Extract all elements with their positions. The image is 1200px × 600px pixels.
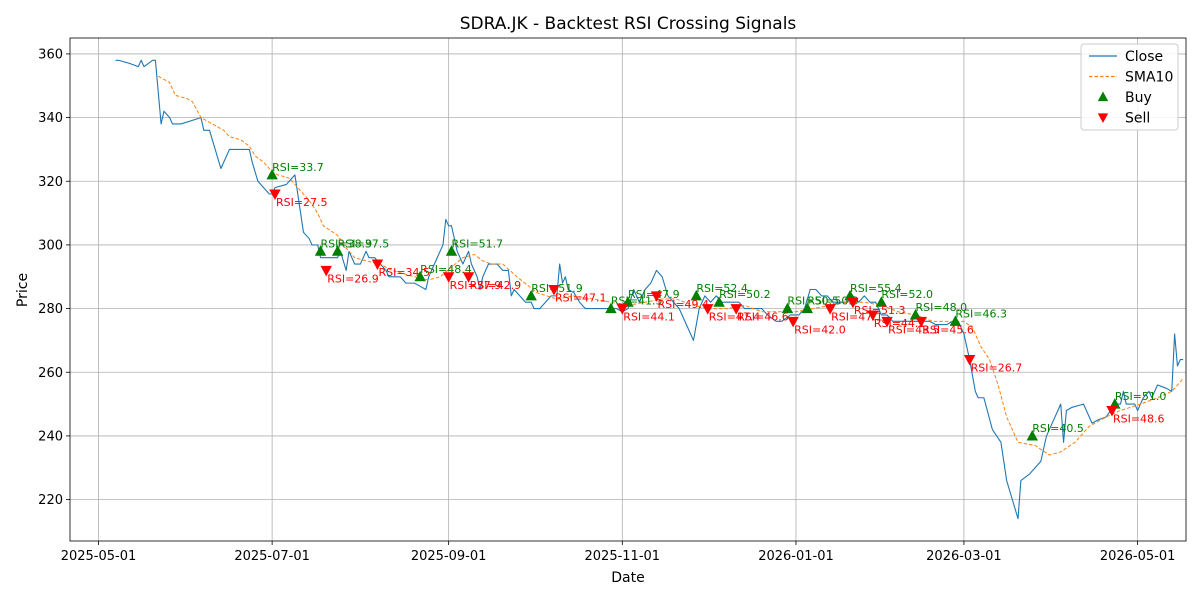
sell-marker — [650, 291, 663, 302]
sell-annotation: RSI=47.4 — [709, 311, 761, 324]
legend-swatch-sell — [1097, 113, 1109, 123]
sell-marker — [320, 265, 332, 277]
buy-marker — [525, 289, 537, 301]
sell-annotation: RSI=51.3 — [854, 304, 906, 317]
sell-annotation: RSI=26.9 — [327, 272, 379, 285]
sell-annotation: RSI=34.5 — [378, 266, 430, 279]
buy-annotation: RSI=33.7 — [272, 161, 324, 174]
buy-marker — [781, 302, 794, 314]
x-tick-label: 2026-01-01 — [758, 549, 834, 564]
sell-annotation: RSI=26.7 — [971, 362, 1023, 375]
sell-marker — [847, 297, 859, 309]
sell-marker — [616, 304, 629, 315]
sell-annotation: RSI=37.9 — [450, 279, 502, 292]
buy-marker — [949, 315, 962, 326]
x-tick-label: 2026-05-01 — [1100, 549, 1176, 564]
sell-marker — [963, 355, 976, 366]
buy-marker — [801, 302, 814, 314]
buy-annotation: RSI=51.7 — [451, 237, 503, 250]
buy-annotation: RSI=52.0 — [881, 288, 933, 301]
sell-marker — [548, 285, 560, 296]
sell-annotation: RSI=27.5 — [276, 196, 328, 209]
y-tick-label: 340 — [38, 111, 63, 126]
buy-marker — [713, 296, 725, 307]
y-tick-label: 260 — [38, 366, 63, 381]
legend: Close SMA10 Buy Sell — [1080, 43, 1179, 131]
y-tick-label: 360 — [38, 47, 63, 62]
buy-annotation: RSI=40.5 — [1032, 422, 1084, 435]
plot-frame — [69, 37, 1187, 542]
sell-marker — [824, 304, 836, 315]
sell-annotation: RSI=44.1 — [623, 311, 675, 324]
sell-marker — [1106, 405, 1118, 417]
buy-annotation: RSI=46.3 — [955, 307, 1007, 320]
sell-annotation: RSI=48.6 — [1113, 412, 1165, 425]
buy-marker — [605, 302, 617, 314]
legend-swatch-buy — [1097, 91, 1109, 102]
buy-marker — [1026, 429, 1038, 441]
sell-annotation: RSI=49.4 — [657, 298, 709, 311]
buy-marker — [875, 296, 888, 307]
sell-annotation: RSI=42.0 — [794, 323, 846, 336]
sell-annotation: RSI=47.1 — [555, 292, 607, 305]
sell-annotation: RSI=45.6 — [922, 323, 974, 336]
legend-label: SMA10 — [1125, 70, 1173, 86]
buy-annotation: RSI=52.4 — [696, 282, 748, 295]
sell-marker — [702, 304, 714, 315]
y-tick-label: 300 — [38, 238, 63, 253]
sell-marker — [787, 316, 799, 328]
sell-marker — [269, 189, 281, 200]
axes-layer: 2025-05-01 2025-07-01 2025-09-01 2025-11-01… — [38, 37, 1187, 564]
buy-annotation: RSI=48.0 — [916, 301, 968, 314]
sell-annotation: RSI=42.9 — [470, 279, 522, 292]
sell-marker — [462, 272, 475, 283]
x-tick-label: 2025-07-01 — [234, 549, 310, 564]
buy-annotation: RSI=55.4 — [850, 282, 902, 295]
buy-marker — [414, 270, 426, 282]
buy-marker — [445, 245, 458, 256]
buy-annotation: RSI=48.4 — [420, 263, 472, 276]
buy-marker — [690, 289, 703, 301]
sell-annotation: RSI=46.6 — [737, 311, 789, 324]
sell-marker — [371, 259, 384, 271]
buy-annotation: RSI=38.9 — [321, 237, 373, 250]
sell-marker — [730, 304, 742, 315]
legend-label: Buy — [1125, 90, 1152, 106]
x-tick-label: 2025-09-01 — [411, 549, 487, 564]
buy-marker — [331, 245, 344, 256]
buy-annotation: RSI=50.2 — [719, 288, 771, 301]
y-tick-label: 320 — [38, 175, 63, 190]
buy-annotation: RSI=37.5 — [338, 237, 390, 250]
buy-marker — [266, 168, 278, 180]
close-line — [115, 59, 1184, 520]
sell-marker — [867, 310, 879, 321]
x-tick-label: 2026-03-01 — [926, 549, 1002, 564]
y-tick-label: 240 — [38, 429, 63, 444]
y-tick-label: 220 — [38, 493, 63, 508]
legend-box — [1080, 43, 1179, 131]
sell-marker — [915, 316, 927, 328]
legend-label: Close — [1125, 49, 1163, 65]
x-tick-label: 2025-11-01 — [585, 549, 661, 564]
legend-label: Sell — [1125, 111, 1150, 127]
sell-marker — [442, 272, 455, 283]
chart-title: SDRA.JK - Backtest RSI Crossing Signals — [460, 14, 797, 34]
buy-marker — [314, 245, 327, 256]
sell-marker — [881, 316, 893, 328]
x-axis-label: Date — [611, 570, 644, 586]
y-tick-label: 280 — [38, 302, 63, 317]
buy-annotation: RSI=51.0 — [1115, 390, 1167, 403]
x-tick-label: 2025-05-01 — [61, 549, 137, 564]
y-axis-label: Price — [15, 273, 31, 307]
sell-annotation: RSI=43.5 — [888, 323, 940, 336]
